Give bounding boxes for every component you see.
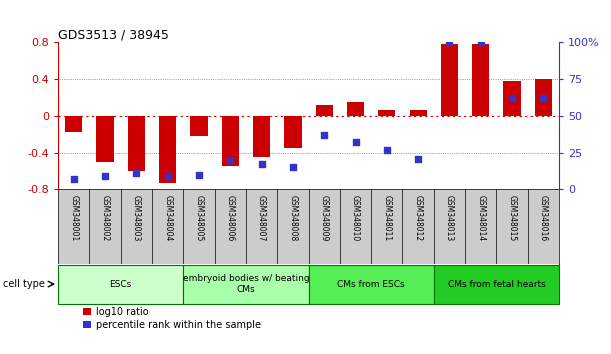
- Text: GSM348013: GSM348013: [445, 195, 454, 241]
- Point: [288, 165, 298, 170]
- Text: CMs from ESCs: CMs from ESCs: [337, 280, 405, 289]
- Bar: [535, 79, 552, 116]
- Bar: [97, 116, 114, 162]
- Text: GSM348011: GSM348011: [382, 195, 391, 241]
- Text: GSM348001: GSM348001: [69, 195, 78, 241]
- Point: [100, 173, 110, 179]
- Point: [69, 176, 79, 182]
- Bar: [253, 116, 270, 157]
- Point: [257, 161, 266, 167]
- Point: [382, 147, 392, 153]
- Point: [413, 156, 423, 161]
- FancyBboxPatch shape: [309, 264, 434, 304]
- Point: [351, 139, 360, 145]
- Text: GDS3513 / 38945: GDS3513 / 38945: [58, 28, 169, 41]
- Text: GSM348008: GSM348008: [288, 195, 298, 241]
- Text: GSM348007: GSM348007: [257, 195, 266, 242]
- Text: GSM348014: GSM348014: [477, 195, 485, 241]
- Bar: [409, 109, 426, 116]
- Text: CMs from fetal hearts: CMs from fetal hearts: [448, 280, 545, 289]
- Bar: [284, 116, 301, 148]
- Text: GSM348009: GSM348009: [320, 195, 329, 242]
- Point: [131, 170, 141, 176]
- Text: embryoid bodies w/ beating
CMs: embryoid bodies w/ beating CMs: [183, 274, 309, 294]
- Text: GSM348003: GSM348003: [132, 195, 141, 242]
- Point: [445, 40, 455, 45]
- Bar: [347, 102, 364, 116]
- Bar: [503, 81, 521, 116]
- Text: ESCs: ESCs: [109, 280, 132, 289]
- Bar: [316, 105, 333, 116]
- Bar: [222, 116, 239, 166]
- Text: cell type: cell type: [3, 279, 45, 289]
- Bar: [441, 44, 458, 116]
- Bar: [65, 116, 82, 132]
- Text: GSM348005: GSM348005: [194, 195, 203, 242]
- Point: [225, 157, 235, 163]
- Text: GSM348016: GSM348016: [539, 195, 548, 241]
- Text: GSM348006: GSM348006: [226, 195, 235, 242]
- Text: GSM348010: GSM348010: [351, 195, 360, 241]
- Point: [194, 172, 204, 178]
- FancyBboxPatch shape: [183, 264, 309, 304]
- Point: [320, 132, 329, 138]
- Bar: [128, 116, 145, 171]
- Bar: [159, 116, 176, 183]
- Text: GSM348004: GSM348004: [163, 195, 172, 242]
- Text: GSM348012: GSM348012: [414, 195, 423, 241]
- FancyBboxPatch shape: [58, 264, 183, 304]
- FancyBboxPatch shape: [434, 264, 559, 304]
- Text: GSM348002: GSM348002: [101, 195, 109, 241]
- Point: [538, 96, 548, 101]
- Point: [163, 173, 172, 179]
- Point: [476, 40, 486, 45]
- Bar: [472, 44, 489, 116]
- Bar: [191, 116, 208, 136]
- Legend: log10 ratio, percentile rank within the sample: log10 ratio, percentile rank within the …: [83, 307, 260, 330]
- Bar: [378, 109, 395, 116]
- Point: [507, 96, 517, 101]
- Text: GSM348015: GSM348015: [508, 195, 516, 241]
